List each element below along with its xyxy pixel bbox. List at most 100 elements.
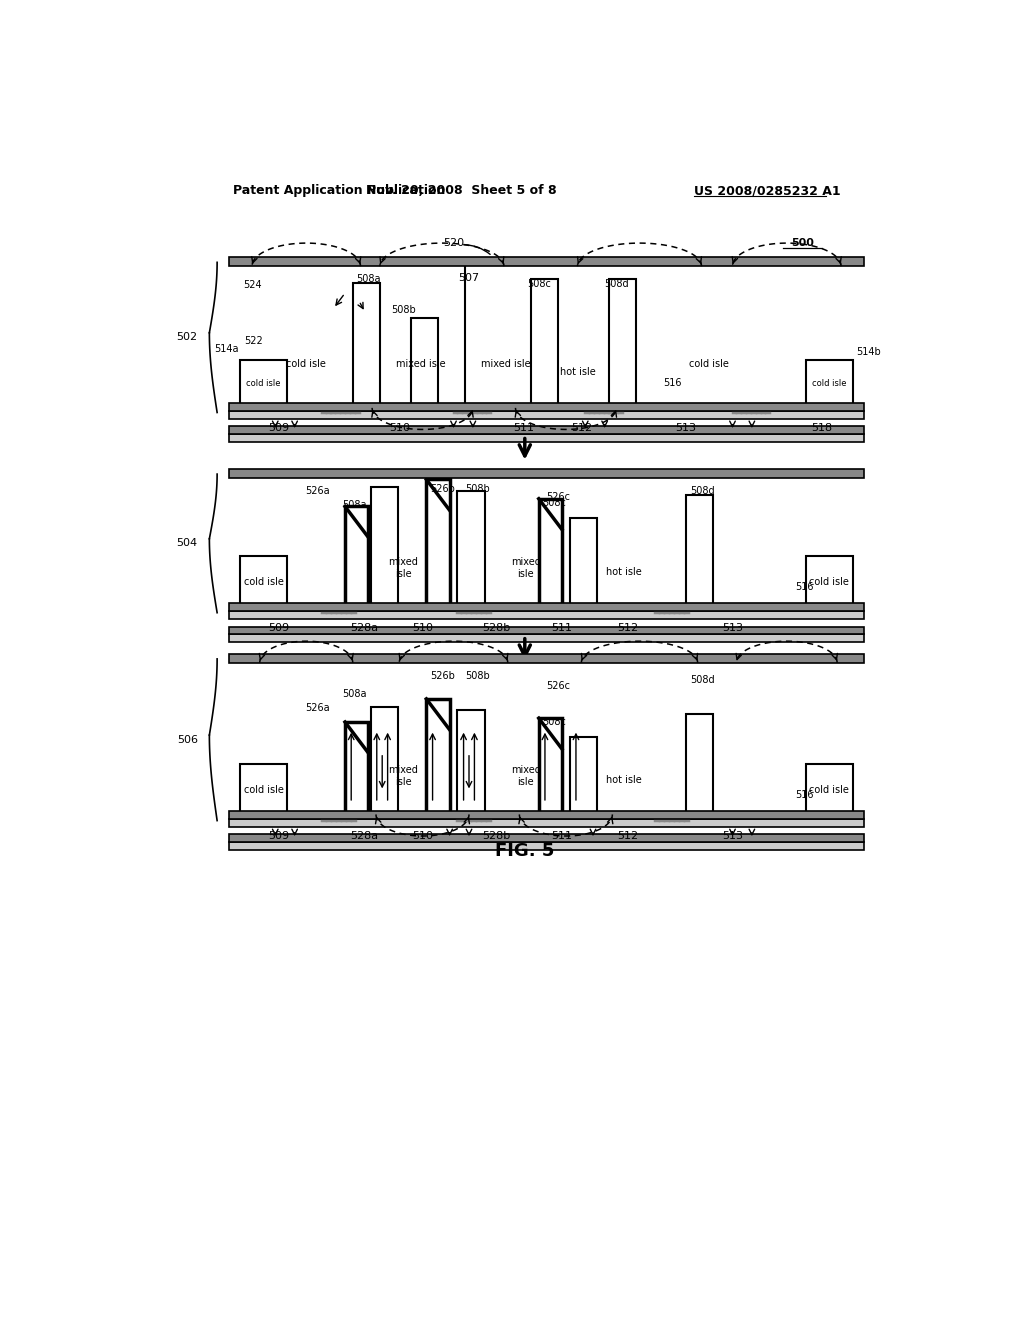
Text: 526c: 526c [547, 492, 570, 502]
Text: mixed isle: mixed isle [396, 359, 445, 370]
Bar [458, 710, 484, 814]
Text: US 2008/0285232 A1: US 2008/0285232 A1 [693, 185, 841, 197]
Text: 508d: 508d [690, 676, 715, 685]
Text: 526b: 526b [430, 671, 455, 681]
Text: hot isle: hot isle [606, 566, 642, 577]
Text: 512: 512 [570, 422, 592, 433]
Text: 509: 509 [268, 422, 290, 433]
Bar [228, 653, 864, 663]
Text: 508a: 508a [356, 275, 381, 284]
Bar [352, 284, 380, 407]
Text: 509: 509 [268, 832, 290, 841]
Bar [228, 818, 864, 826]
Text: 508d: 508d [690, 486, 715, 496]
Bar [411, 318, 438, 407]
Text: mixed
isle: mixed isle [388, 766, 418, 787]
Text: 526a: 526a [305, 486, 330, 496]
Bar [806, 557, 853, 607]
Text: cold isle: cold isle [689, 359, 729, 370]
Text: 510: 510 [389, 422, 410, 433]
Text: 500: 500 [791, 238, 814, 248]
Text: 512: 512 [617, 623, 638, 634]
Text: 508a: 508a [342, 689, 367, 698]
Text: FIG. 5: FIG. 5 [496, 842, 554, 861]
Text: cold isle: cold isle [287, 359, 327, 370]
Bar [228, 411, 864, 418]
Bar [228, 469, 864, 478]
Bar [539, 499, 562, 607]
Text: 520: 520 [443, 238, 464, 248]
Text: 524: 524 [243, 280, 261, 290]
Bar [345, 722, 369, 814]
Text: cold isle: cold isle [244, 785, 284, 795]
Bar [345, 507, 369, 607]
Text: 522: 522 [245, 335, 263, 346]
Bar [228, 611, 864, 619]
Text: 508b: 508b [391, 305, 416, 315]
Bar [228, 842, 864, 850]
Text: cold isle: cold isle [812, 379, 847, 388]
Text: 513: 513 [676, 422, 696, 433]
Bar [608, 280, 636, 407]
Text: hot isle: hot isle [560, 367, 595, 376]
Text: 506: 506 [177, 735, 198, 744]
Bar [371, 487, 397, 607]
Bar [539, 718, 562, 814]
Text: 511: 511 [552, 623, 572, 634]
Text: 514a: 514a [214, 343, 239, 354]
Bar [241, 360, 287, 407]
Bar [806, 360, 853, 407]
Text: cold isle: cold isle [809, 577, 849, 587]
Text: 526a: 526a [305, 704, 330, 713]
Text: 516: 516 [664, 379, 682, 388]
Text: 513: 513 [722, 623, 743, 634]
Text: 509: 509 [268, 623, 290, 634]
Bar [228, 434, 864, 442]
Text: mixed
isle: mixed isle [511, 557, 541, 579]
Bar [686, 714, 713, 814]
Bar [228, 426, 864, 434]
Text: 528a: 528a [350, 623, 379, 634]
Text: 507: 507 [459, 273, 479, 282]
Bar [228, 603, 864, 611]
Text: 526b: 526b [430, 484, 455, 495]
Bar [458, 491, 484, 607]
Text: mixed
isle: mixed isle [511, 766, 541, 787]
Text: 513: 513 [722, 832, 743, 841]
Text: 504: 504 [176, 539, 198, 548]
Bar [426, 479, 450, 607]
Text: 516: 516 [796, 791, 814, 800]
Text: 516: 516 [796, 582, 814, 593]
Bar [806, 764, 853, 814]
Text: 510: 510 [412, 832, 433, 841]
Text: 508d: 508d [604, 279, 630, 289]
Bar [228, 404, 864, 411]
Text: 510: 510 [412, 623, 433, 634]
Bar [569, 517, 597, 607]
Text: 528a: 528a [350, 832, 379, 841]
Text: 508b: 508b [465, 484, 489, 495]
Bar [426, 700, 450, 814]
Text: 508c: 508c [527, 279, 551, 289]
Text: hot isle: hot isle [606, 775, 642, 785]
Text: 502: 502 [176, 333, 198, 342]
Text: Patent Application Publication: Patent Application Publication [232, 185, 445, 197]
Bar [228, 257, 864, 267]
Text: 518: 518 [811, 422, 833, 433]
Bar [371, 706, 397, 814]
Text: 508c: 508c [542, 717, 566, 727]
Text: mixed isle: mixed isle [481, 359, 531, 370]
Bar [241, 764, 287, 814]
Text: mixed
isle: mixed isle [388, 557, 418, 579]
Text: cold isle: cold isle [244, 577, 284, 587]
Text: cold isle: cold isle [247, 379, 281, 388]
Bar [228, 627, 864, 635]
Bar [228, 812, 864, 818]
Text: 528b: 528b [482, 623, 510, 634]
Bar [228, 635, 864, 642]
Text: 528b: 528b [482, 832, 510, 841]
Text: 511: 511 [513, 422, 534, 433]
Text: 514b: 514b [856, 347, 882, 358]
Bar [686, 495, 713, 607]
Text: 508c: 508c [542, 498, 566, 508]
